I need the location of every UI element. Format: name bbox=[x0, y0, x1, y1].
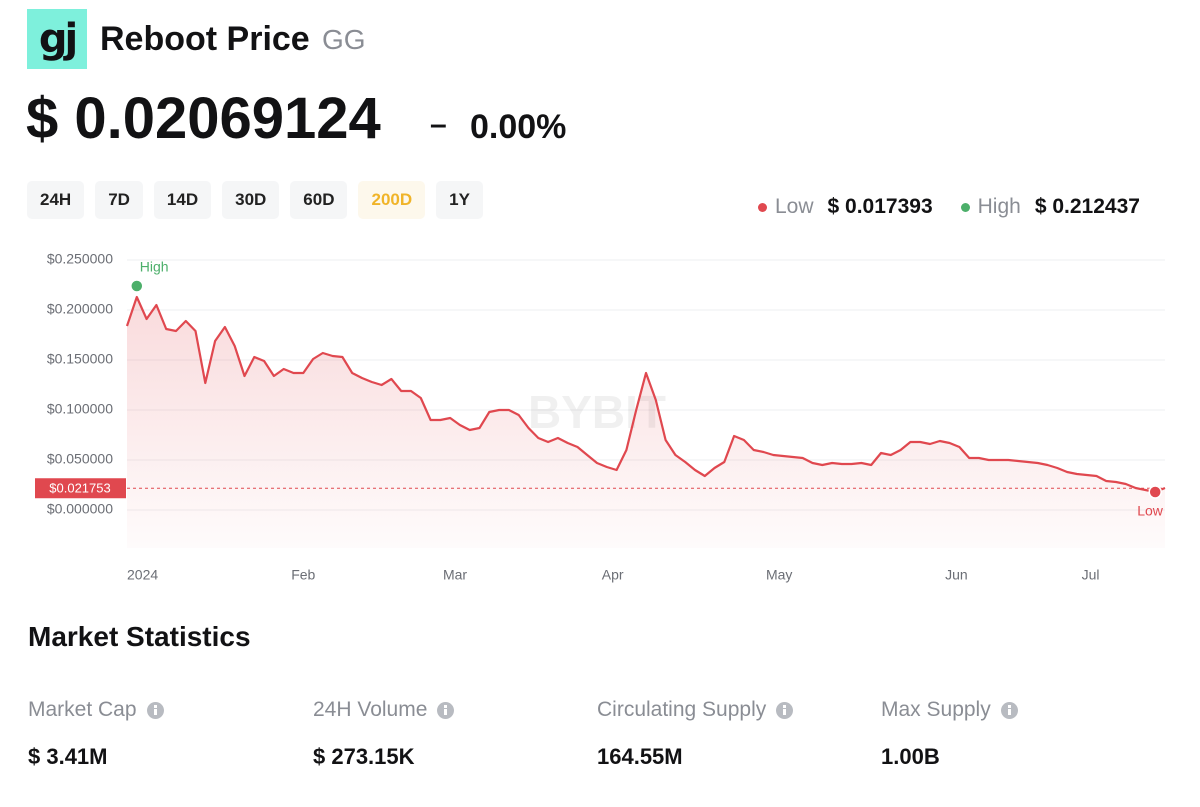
y-tick-label: $0.050000 bbox=[47, 451, 113, 467]
marker-dot bbox=[130, 279, 144, 293]
high-label: High bbox=[977, 195, 1021, 218]
period-button[interactable]: 30D bbox=[222, 181, 280, 219]
current-price-label: $0.021753 bbox=[49, 481, 110, 496]
stat-label-row: Circulating Supply bbox=[597, 698, 794, 722]
range: Low $ 0.017393 High $ 0.212437 bbox=[758, 195, 1160, 219]
chart: $0.250000 $0.200000 $0.150000 $0.100000 $0.0… bbox=[35, 251, 1166, 583]
stat-label: Max Supply bbox=[881, 698, 991, 721]
x-tick-label: Jun bbox=[945, 567, 968, 583]
x-tick-label: Apr bbox=[602, 567, 624, 583]
info-icon bbox=[437, 701, 455, 719]
line bbox=[125, 295, 1166, 494]
stat-value: $ 273.15K bbox=[313, 744, 415, 769]
period-button[interactable]: 1Y bbox=[436, 181, 483, 219]
marker-label: Low bbox=[1137, 503, 1164, 519]
x-tick-label: 2024 bbox=[127, 567, 158, 583]
stats-title: Market Statistics bbox=[28, 621, 251, 652]
y-tick-label: $0.200000 bbox=[47, 301, 113, 317]
x-tick-label: Mar bbox=[443, 567, 467, 583]
high-value: $ 0.212437 bbox=[1034, 195, 1140, 218]
symbol: GG bbox=[322, 24, 366, 55]
marker-label: High bbox=[140, 259, 169, 275]
period-button[interactable]: 7D bbox=[95, 181, 143, 219]
y-tick-label: $0.250000 bbox=[47, 251, 113, 267]
change-sign: – bbox=[430, 108, 447, 141]
stat-label-row: Max Supply bbox=[881, 698, 1018, 722]
period-button[interactable]: 60D bbox=[290, 181, 348, 219]
info-icon bbox=[776, 701, 794, 719]
stat-label-row: Market Cap bbox=[28, 698, 164, 722]
stat-label: Market Cap bbox=[28, 698, 137, 721]
title: Reboot Price bbox=[100, 20, 310, 58]
current-price-box bbox=[35, 478, 126, 499]
high-dot bbox=[960, 202, 970, 212]
x-tick-label: Feb bbox=[291, 567, 315, 583]
low-dot bbox=[758, 202, 767, 212]
price: $ 0.02069124 bbox=[26, 86, 381, 151]
stat: 24H Volume $ 273.15K bbox=[313, 698, 455, 770]
logo: gj bbox=[27, 9, 87, 69]
stat-label-row: 24H Volume bbox=[313, 698, 455, 722]
period-button[interactable]: 24H bbox=[27, 181, 85, 219]
stat: Circulating Supply 164.55M bbox=[597, 698, 794, 770]
info-icon bbox=[146, 701, 164, 719]
stat-value: 164.55M bbox=[597, 744, 683, 769]
marker-dot bbox=[1148, 485, 1162, 499]
period-tabs: 24H 7D 14D 30D 60D 200D 1Y bbox=[27, 181, 483, 219]
area bbox=[127, 297, 1165, 548]
low-label: Low bbox=[775, 195, 814, 218]
y-tick-label: $0.150000 bbox=[47, 351, 113, 367]
change: 0.00% bbox=[470, 108, 567, 146]
x-tick-label: May bbox=[766, 567, 792, 583]
x-tick-label: Jul bbox=[1082, 567, 1100, 583]
stat-value: 1.00B bbox=[881, 744, 940, 769]
y-tick-label: $0.000000 bbox=[47, 501, 113, 517]
stat-value: $ 3.41M bbox=[28, 744, 108, 769]
stat-label: 24H Volume bbox=[313, 698, 428, 721]
period-button[interactable]: 200D bbox=[358, 181, 426, 219]
stat-label: Circulating Supply bbox=[597, 698, 767, 721]
info-icon bbox=[1000, 701, 1018, 719]
stat: Max Supply 1.00B bbox=[881, 698, 1018, 770]
low-value: $ 0.017393 bbox=[827, 195, 933, 218]
y-tick-label: $0.100000 bbox=[47, 401, 113, 417]
stat: Market Cap $ 3.41M bbox=[28, 698, 164, 770]
period-button[interactable]: 14D bbox=[153, 181, 212, 219]
